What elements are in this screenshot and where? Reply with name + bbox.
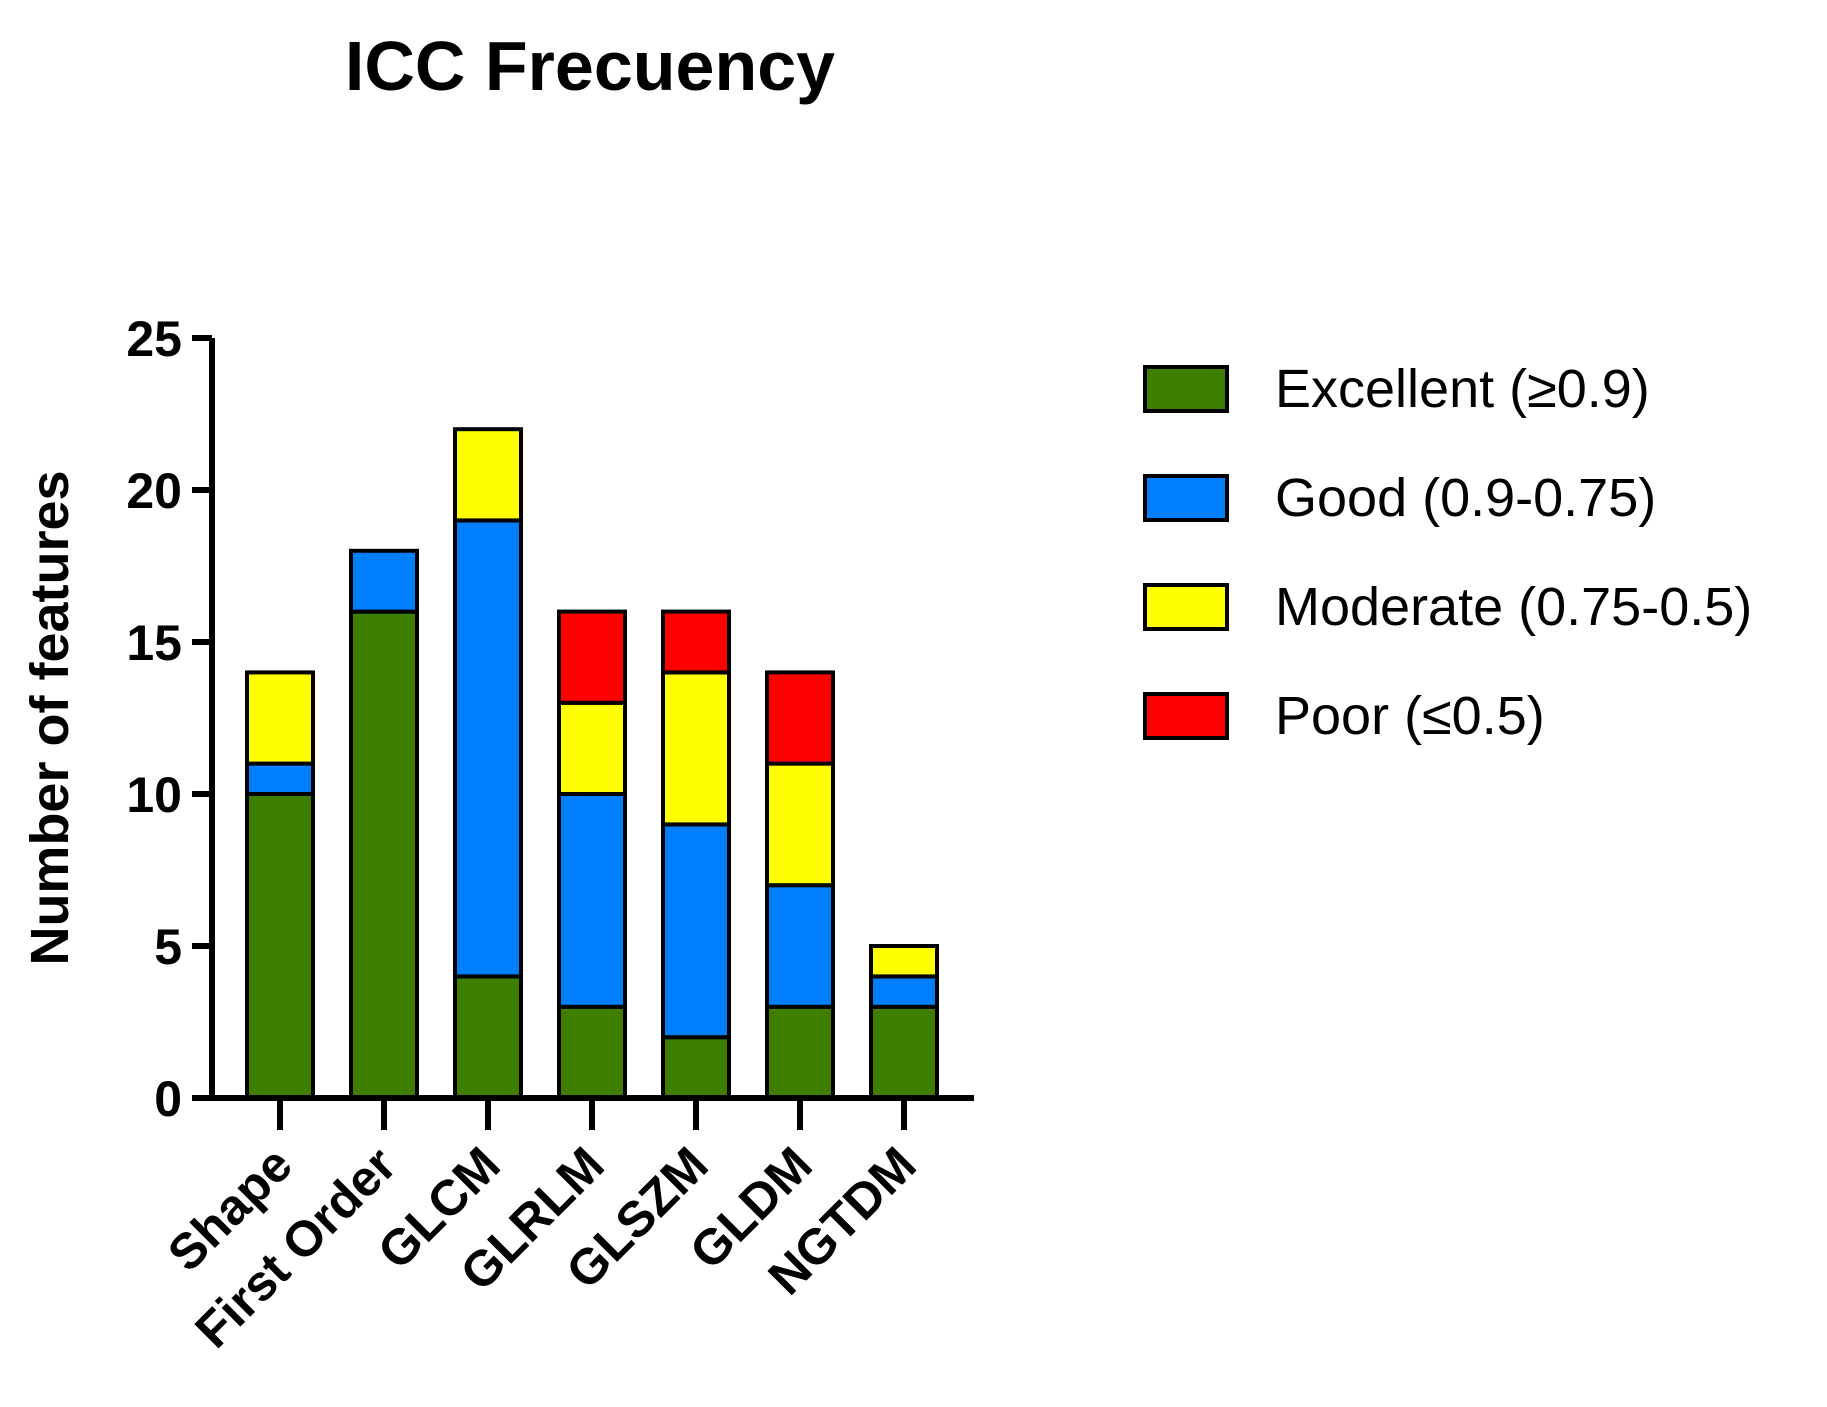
bar-segment-1-1 (349, 548, 419, 614)
legend-swatch (1143, 583, 1229, 631)
bars-group (245, 427, 939, 1101)
bar-segment-5-3 (765, 670, 835, 766)
legend-swatch (1143, 474, 1229, 522)
bar-segment-6-1 (869, 974, 939, 1009)
bar-segment-5-2 (765, 761, 835, 888)
bar-segment-4-1 (661, 822, 731, 1040)
bar-segment-2-1 (453, 518, 523, 979)
bar-segment-6-2 (869, 944, 939, 979)
bar-segment-4-0 (661, 1035, 731, 1100)
bar-segment-0-0 (245, 792, 315, 1100)
legend-swatch (1143, 365, 1229, 413)
legend: Excellent (≥0.9) Good (0.9-0.75) Moderate … (1143, 359, 1752, 746)
bar-segment-4-2 (661, 670, 731, 827)
y-tick-label: 20 (126, 463, 182, 519)
bar-segment-3-1 (557, 792, 627, 1009)
legend-swatch (1143, 692, 1229, 740)
bar-segment-3-0 (557, 1004, 627, 1100)
legend-label: Excellent (≥0.9) (1275, 359, 1650, 419)
bar-segment-5-0 (765, 1004, 835, 1100)
chart-title: ICC Frecuency (345, 27, 835, 105)
legend-label: Good (0.9-0.75) (1275, 468, 1656, 528)
y-tick-label: 0 (154, 1071, 182, 1127)
bar-segment-1-0 (349, 609, 419, 1100)
y-tick-label: 15 (126, 615, 182, 671)
y-tick-label: 25 (126, 311, 182, 367)
bar-segment-5-1 (765, 883, 835, 1009)
legend-label: Poor (≤0.5) (1275, 686, 1545, 746)
bar-segment-3-3 (557, 609, 627, 705)
bar-segment-3-2 (557, 700, 627, 796)
bar-segment-2-2 (453, 427, 523, 523)
y-tick-label: 10 (126, 767, 182, 823)
bar-segment-4-3 (661, 609, 731, 675)
bar-segment-6-0 (869, 1004, 939, 1100)
bar-segment-2-0 (453, 974, 523, 1101)
bar-segment-0-1 (245, 761, 315, 796)
y-tick-label: 5 (154, 919, 182, 975)
bar-segment-0-2 (245, 670, 315, 766)
y-axis-label: Number of features (20, 470, 80, 965)
legend-label: Moderate (0.75-0.5) (1275, 577, 1752, 637)
